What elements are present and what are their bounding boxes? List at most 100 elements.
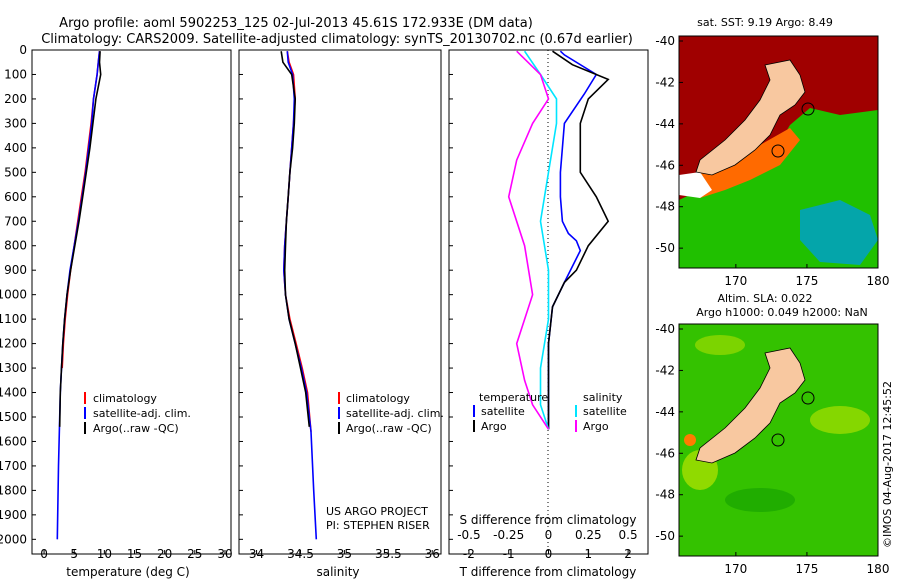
depth-tick-label: 200 [4,92,27,106]
series-line-s-satellite [523,50,558,430]
x-tick-label: 2 [624,547,632,561]
sla-map-title-1: Altim. SLA: 0.022 [717,292,812,305]
x-tick-label: 10 [97,547,112,561]
pi-credit: PI: STEPHEN RISER [326,519,430,532]
sla-map-title-2: Argo h1000: 0.049 h2000: NaN [696,306,868,319]
salinity-plot [280,51,318,540]
series-line-argo-raw-qc- [280,51,311,427]
sst-cool-region [800,200,878,265]
legend-label-argo: Argo(..raw -QC) [346,422,432,435]
header-line-2: Climatology: CARS2009. Satellite-adjuste… [41,32,633,47]
legend-label-s-argo: Argo [583,420,609,433]
sla-map-frame [678,323,879,557]
difference-plot [507,50,610,554]
sla-map [679,324,878,556]
depth-tick-label: 300 [4,116,27,130]
legend-label-climatology: climatology [346,392,410,405]
lon-tick-label: 180 [867,562,890,576]
sla-argo-marker-2 [771,433,785,447]
sst-argo-marker-2 [771,144,785,158]
project-credit: US ARGO PROJECT [326,505,428,518]
difference-legend: temperature salinity satellite Argo sate… [473,391,627,433]
depth-tick-label: 1700 [0,459,27,473]
legend-label-t-satellite: satellite [481,405,525,418]
lon-tick-label: 180 [867,274,890,288]
sla-lat-axis: -40 -42 -44 -46 -48 -50 [655,322,683,543]
salinity-panel-frame [238,49,442,555]
x-tick-label: 35 [337,547,352,561]
sst-map-title: sat. SST: 9.19 Argo: 8.49 [697,16,833,29]
lat-tick-label: -48 [655,488,675,502]
temperature-legend: climatology satellite-adj. clim. Argo(..… [84,392,191,435]
depth-axis: 0 100 200 300 400 500 600 700 800 900 1000 1100 1200… [0,43,453,546]
legend-title-temperature: temperature [479,391,548,404]
x-tick-label: 0 [545,547,553,561]
depth-tick-label: 600 [4,190,27,204]
x2-tick-label: -0.5 [457,528,480,542]
x-tick-label: 36 [425,547,440,561]
x2-tick-label: -0.25 [493,528,524,542]
lat-tick-label: -42 [655,75,675,89]
legend-label-s-satellite: satellite [583,405,627,418]
depth-tick-label: 1600 [0,434,27,448]
s-difference-xlabel: S difference from climatology [460,513,637,527]
difference-x-axis: -2 -1 0 1 2 -0.5 -0.25 0 0.25 0.5 [457,528,637,561]
depth-tick-label: 100 [4,67,27,81]
sst-map [679,36,878,268]
depth-tick-label: 900 [4,263,27,277]
sst-lat-axis: -40 -42 -44 -46 -48 -50 [655,34,683,255]
depth-tick-label: 1100 [0,312,27,326]
series-line-argo-raw-qc- [58,51,102,427]
lon-tick-label: 175 [795,274,818,288]
sla-patch [810,406,870,434]
x-tick-label: 1 [584,547,592,561]
x-tick-label: -1 [503,547,515,561]
depth-tick-label: 1400 [0,386,27,400]
temperature-xlabel: temperature (deg C) [66,565,189,579]
depth-tick-label: 1000 [0,288,27,302]
lat-tick-label: -44 [655,117,675,131]
header-line-1: Argo profile: aoml 5902253_125 02-Jul-20… [59,16,533,31]
sla-lon-axis: 170 175 180 [724,552,889,576]
sst-land-new-zealand [695,59,806,176]
x-tick-label: 20 [157,547,172,561]
legend-title-salinity: salinity [583,391,623,404]
sla-argo-marker [801,391,815,405]
x2-tick-label: 0.5 [619,528,638,542]
lat-tick-label: -50 [655,529,675,543]
salinity-legend: climatology satellite-adj. clim. Argo(..… [338,392,444,435]
legend-label-argo: Argo(..raw -QC) [93,422,179,435]
lat-tick-label: -50 [655,241,675,255]
temperature-x-axis: 0 5 10 15 20 25 30 [40,547,232,561]
x-tick-label: 25 [187,547,202,561]
x-tick-label: 35.5 [375,547,402,561]
x2-tick-label: 0 [545,528,553,542]
sst-lon-axis: 170 175 180 [724,264,889,288]
lat-tick-label: -42 [655,363,675,377]
series-line-t-satellite [547,50,598,430]
x-tick-label: 34 [249,547,264,561]
depth-tick-label: 1500 [0,410,27,424]
sst-argo-marker [801,102,815,116]
sst-map-frame [678,35,879,269]
depth-tick-label: 1300 [0,361,27,375]
t-difference-xlabel: T difference from climatology [459,565,637,579]
x-tick-label: 15 [127,547,142,561]
sla-high-spot [684,434,696,446]
temperature-plot [56,51,102,540]
series-line-climatology [282,51,312,432]
temperature-panel-frame [31,49,232,555]
lat-tick-label: -40 [655,34,675,48]
x-tick-label: -2 [463,547,475,561]
lon-tick-label: 175 [795,562,818,576]
legend-label-satellite: satellite-adj. clim. [346,407,444,420]
sst-missing-data [679,172,712,198]
series-line-t-argo [547,50,610,430]
depth-tick-label: 0 [19,43,27,57]
depth-tick-label: 800 [4,239,27,253]
depth-tick-label: 700 [4,214,27,228]
depth-tick-label: 1200 [0,337,27,351]
lat-tick-label: -46 [655,158,675,172]
